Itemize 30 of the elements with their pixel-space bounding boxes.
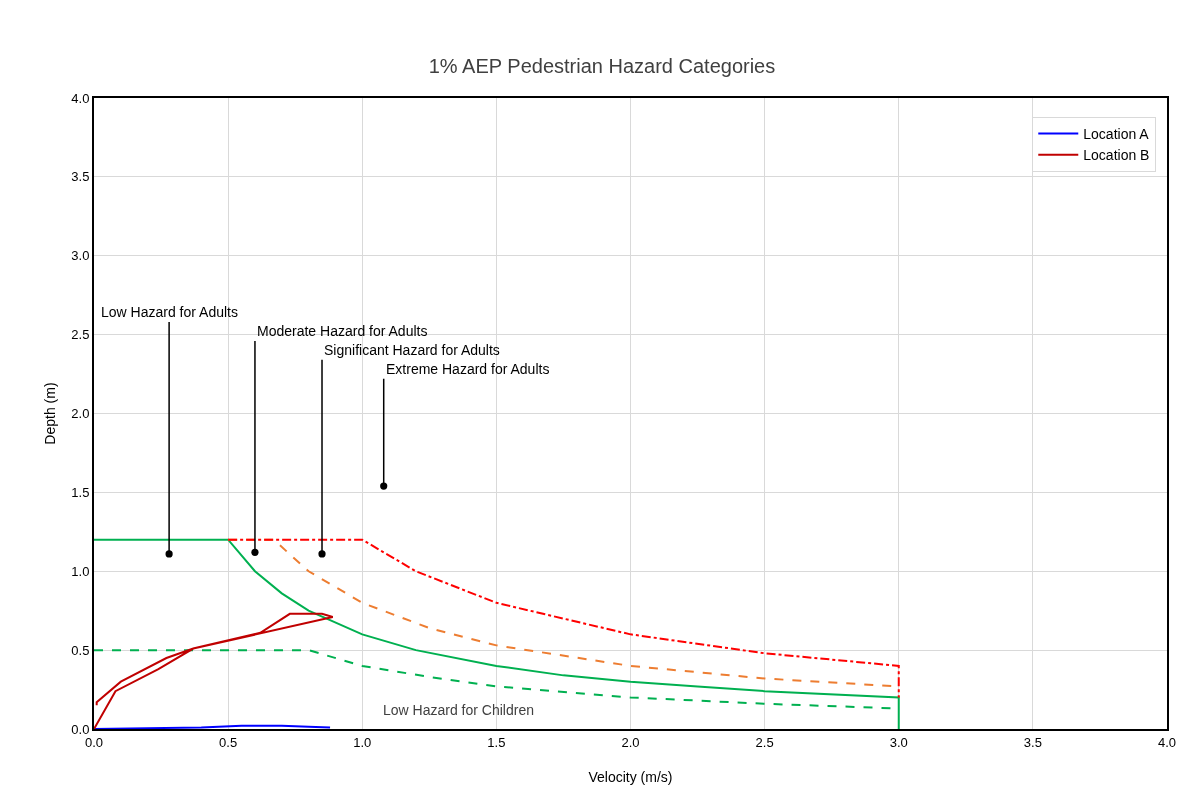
line-series <box>94 538 900 729</box>
y-axis-title: Depth (m) <box>42 382 58 445</box>
legend-label: Location A <box>1083 125 1150 142</box>
annotation: Low Hazard for Children <box>383 702 534 718</box>
x-tick-label: 3.0 <box>889 734 908 750</box>
x-tick-label: 2.0 <box>621 734 640 750</box>
y-tick-label: 1.5 <box>71 484 90 500</box>
y-tick-label: 1.0 <box>71 563 90 579</box>
x-axis-title: Velocity (m/s) <box>588 769 673 785</box>
y-tick-label: 0.5 <box>71 642 90 658</box>
y-tick-label: 4.0 <box>71 90 90 106</box>
y-tick-label: 2.0 <box>71 406 90 422</box>
x-tick-label: 3.5 <box>1023 734 1042 750</box>
x-tick-label: 1.5 <box>487 734 506 750</box>
y-tick-label: 3.0 <box>71 248 90 264</box>
x-tick-label: 4.0 <box>1157 734 1177 750</box>
y-tick-label: 3.5 <box>71 169 90 185</box>
line-series <box>94 612 334 729</box>
x-tick-label: 0.0 <box>84 734 104 750</box>
y-tick-label: 0.0 <box>71 721 90 737</box>
chart-title: 1% AEP Pedestrian Hazard Categories <box>428 55 776 78</box>
x-tick-label: 2.5 <box>755 734 774 750</box>
annotation: Low Hazard for Adults <box>101 304 238 320</box>
x-tick-label: 1.0 <box>353 734 372 750</box>
legend-label: Location B <box>1083 147 1150 164</box>
annotation: Extreme Hazard for Adults <box>386 361 550 377</box>
annotation: Significant Hazard for Adults <box>324 342 500 358</box>
y-tick-label: 2.5 <box>71 327 90 343</box>
annotation: Moderate Hazard for Adults <box>257 323 428 339</box>
x-tick-label: 0.5 <box>219 734 238 750</box>
